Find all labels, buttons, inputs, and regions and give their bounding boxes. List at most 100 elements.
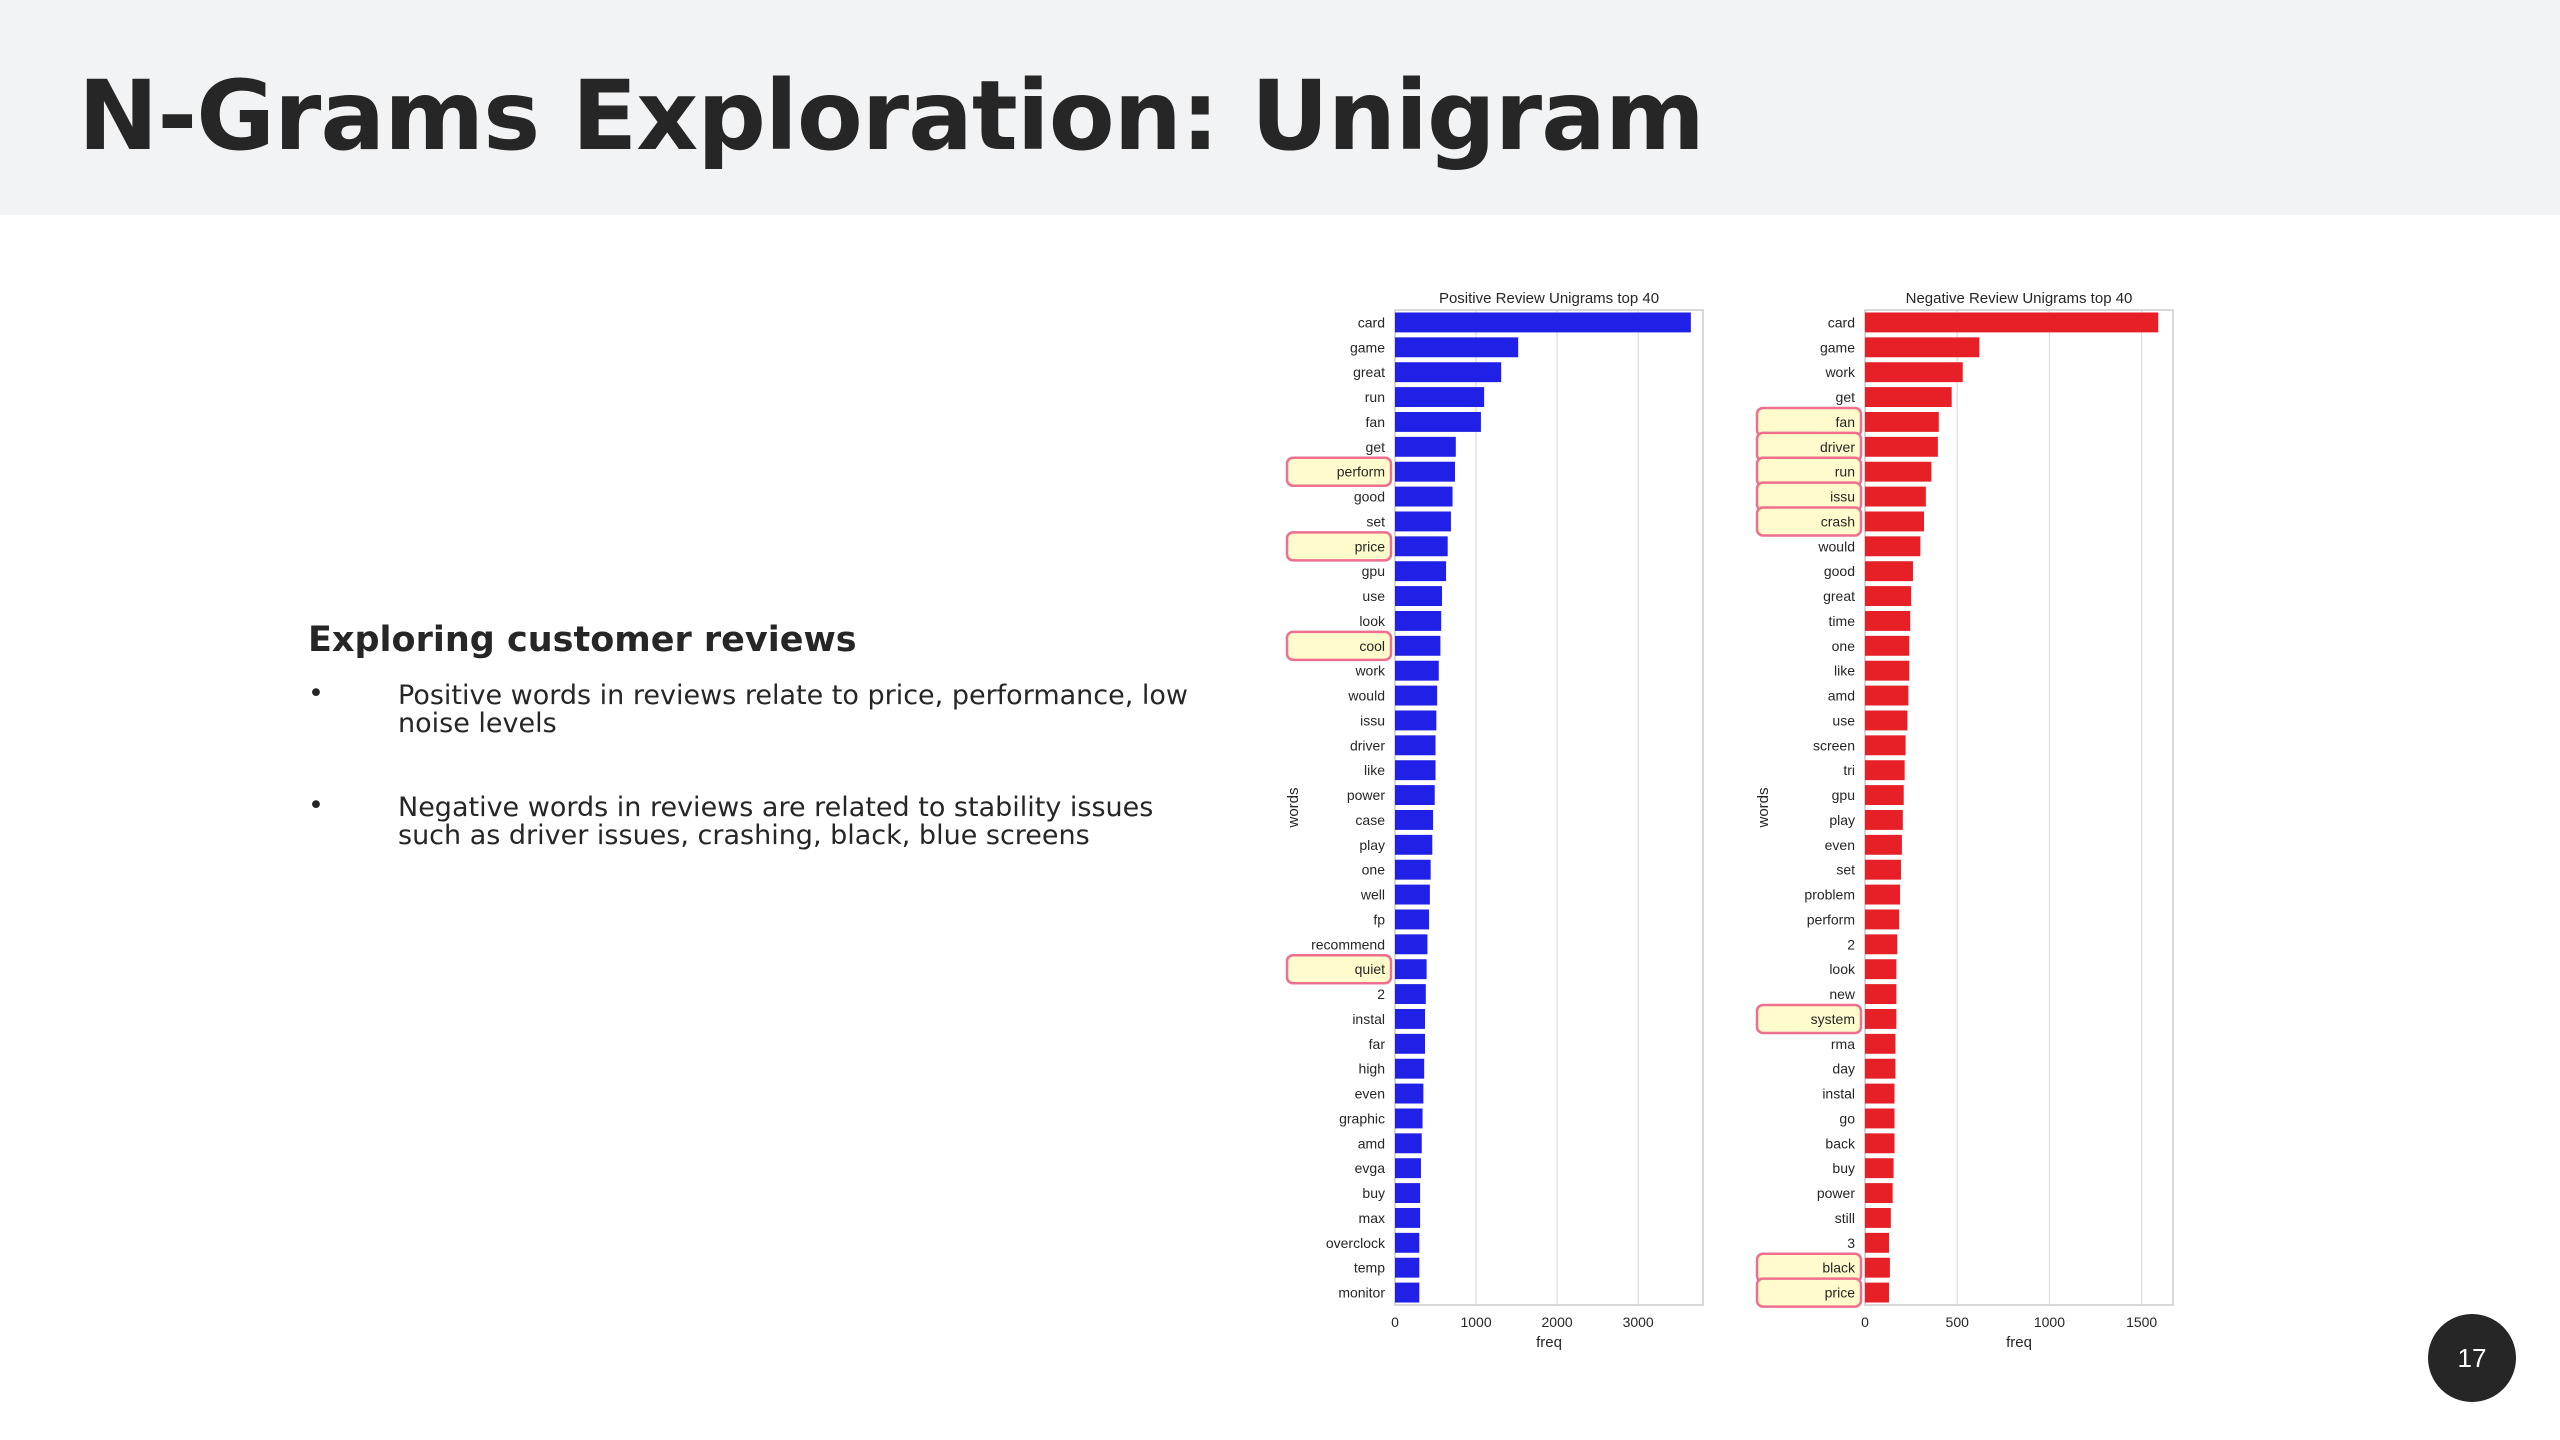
positive-tick-label: issu: [1360, 712, 1385, 728]
negative-tick-label: play: [1829, 812, 1855, 828]
negative-bar: [1865, 1083, 1895, 1104]
negative-bar: [1865, 984, 1897, 1005]
positive-bar: [1395, 834, 1433, 855]
positive-tick-label: one: [1362, 862, 1386, 878]
negative-tick-label: power: [1817, 1185, 1855, 1201]
positive-tick-label: fp: [1373, 911, 1385, 927]
negative-tick-label: system: [1811, 1011, 1855, 1027]
negative-highlight-box: [1755, 1003, 1863, 1035]
negative-x-tick-label: 500: [1946, 1314, 1970, 1330]
negative-tick-label: get: [1836, 389, 1856, 405]
negative-tick-label: time: [1829, 613, 1856, 629]
positive-bar: [1395, 337, 1519, 358]
negative-bar: [1865, 536, 1921, 557]
negative-tick-label: still: [1835, 1210, 1855, 1226]
negative-tick-label: screen: [1813, 737, 1855, 753]
negative-bar: [1865, 337, 1980, 358]
positive-tick-label: good: [1354, 489, 1385, 505]
bullet-item: • Negative words in reviews are related …: [308, 792, 1188, 851]
bullet-marker: •: [308, 678, 324, 709]
positive-x-tick-label: 1000: [1460, 1314, 1491, 1330]
negative-bar: [1865, 436, 1938, 457]
positive-bar: [1395, 785, 1435, 806]
positive-highlight-box: [1285, 630, 1393, 662]
positive-highlight-box: [1285, 456, 1393, 487]
positive-tick-label: cool: [1359, 638, 1385, 654]
positive-bar: [1395, 586, 1443, 607]
positive-bar: [1395, 1008, 1425, 1029]
positive-tick-label: get: [1366, 439, 1386, 455]
negative-tick-label: back: [1825, 1135, 1856, 1151]
negative-tick-label: look: [1829, 961, 1856, 977]
negative-tick-label: great: [1823, 588, 1855, 604]
negative-bar: [1865, 785, 1904, 806]
positive-tick-label: max: [1359, 1210, 1385, 1226]
positive-bar: [1395, 984, 1426, 1005]
positive-bar: [1395, 635, 1441, 656]
negative-bar: [1865, 511, 1925, 532]
negative-tick-label: 2: [1847, 936, 1855, 952]
negative-bar: [1865, 760, 1905, 781]
positive-tick-label: play: [1359, 837, 1385, 853]
bullet-text: Positive words in reviews relate to pric…: [398, 680, 1189, 739]
positive-bar: [1395, 511, 1451, 532]
negative-bar: [1865, 1108, 1895, 1129]
negative-tick-label: driver: [1820, 439, 1855, 455]
negative-x-axis-label: freq: [2006, 1334, 2032, 1351]
positive-tick-label: perform: [1337, 464, 1385, 480]
positive-tick-label: well: [1360, 887, 1385, 903]
positive-tick-label: card: [1358, 314, 1385, 330]
positive-bar: [1395, 760, 1436, 781]
positive-tick-label: great: [1353, 364, 1385, 380]
positive-tick-label: recommend: [1311, 936, 1385, 952]
negative-bar: [1865, 1158, 1894, 1179]
positive-y-axis-label: words: [1285, 787, 1302, 828]
negative-bar: [1865, 312, 2159, 333]
positive-tick-label: run: [1365, 389, 1385, 405]
negative-bar: [1865, 1183, 1893, 1204]
positive-tick-label: buy: [1362, 1185, 1385, 1201]
negative-bar: [1865, 1257, 1890, 1278]
positive-tick-label: gpu: [1362, 563, 1385, 579]
positive-tick-label: amd: [1358, 1135, 1385, 1151]
negative-highlight-box: [1755, 506, 1863, 537]
positive-bar: [1395, 1207, 1421, 1228]
negative-bar: [1865, 1033, 1896, 1054]
negative-bar: [1865, 586, 1912, 607]
negative-tick-label: run: [1835, 464, 1855, 480]
negative-bar: [1865, 959, 1897, 980]
positive-tick-label: instal: [1352, 1011, 1385, 1027]
positive-bar: [1395, 561, 1447, 582]
negative-bar: [1865, 660, 1910, 681]
positive-tick-label: quiet: [1355, 961, 1385, 977]
negative-bar: [1865, 610, 1911, 631]
negative-x-tick-label: 1000: [2034, 1314, 2065, 1330]
positive-highlight-box: [1285, 531, 1393, 562]
negative-bar: [1865, 561, 1913, 582]
positive-tick-label: work: [1354, 663, 1386, 679]
negative-y-axis-label: words: [1755, 787, 1772, 828]
negative-bar: [1865, 1207, 1891, 1228]
positive-bar: [1395, 486, 1453, 507]
negative-bar: [1865, 884, 1901, 905]
negative-bar: [1865, 635, 1910, 656]
positive-tick-label: case: [1355, 812, 1385, 828]
positive-bar: [1395, 536, 1448, 557]
positive-tick-label: look: [1359, 613, 1386, 629]
positive-tick-label: use: [1362, 588, 1385, 604]
positive-bar: [1395, 387, 1485, 408]
negative-bar: [1865, 362, 1963, 383]
positive-bar: [1395, 1257, 1420, 1278]
negative-tick-label: gpu: [1832, 787, 1855, 803]
positive-bar: [1395, 1282, 1420, 1303]
bullet-text: Negative words in reviews are related to…: [398, 792, 1154, 851]
positive-bar: [1395, 934, 1428, 955]
negative-bar: [1865, 486, 1926, 507]
positive-tick-label: temp: [1354, 1260, 1385, 1276]
text-block: Exploring customer reviews • Positive wo…: [308, 620, 1188, 906]
positive-unigrams-chart: Positive Review Unigrams top 40 card game g…: [1285, 290, 1704, 1351]
negative-bar: [1865, 934, 1898, 955]
positive-bar: [1395, 809, 1434, 830]
negative-tick-label: 3: [1847, 1235, 1855, 1251]
positive-highlight-box: [1285, 953, 1393, 985]
